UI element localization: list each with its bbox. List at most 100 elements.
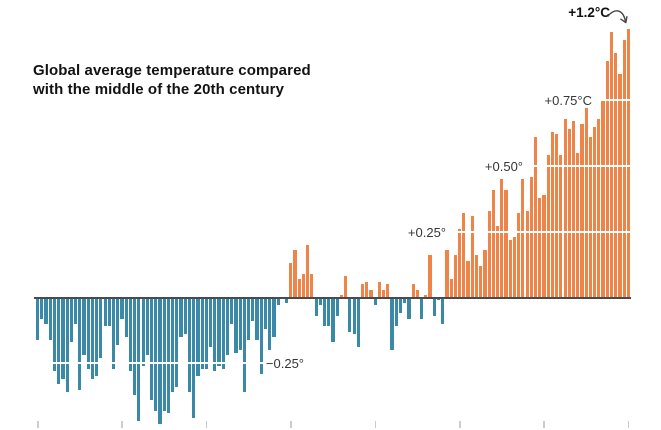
bar-1902 (128, 297, 133, 372)
x-axis-tick-2000 (543, 421, 545, 428)
bar-1990 (500, 179, 504, 298)
chart-title-line1: Global average temperature compared (33, 62, 311, 79)
bar-1974 (432, 297, 436, 316)
annotation-arrow-icon (607, 10, 628, 24)
bar-1920 (204, 297, 208, 369)
gridline-label--0.25: −0.25° (265, 356, 304, 371)
bar-1922 (213, 297, 217, 372)
bar-1901 (124, 297, 128, 337)
bar-1926 (230, 297, 234, 324)
bar-1994 (517, 213, 521, 298)
bar-1898 (111, 297, 116, 369)
bar-1928 (238, 297, 242, 351)
bar-1923 (217, 297, 221, 366)
bar-1969 (411, 284, 415, 298)
bar-1944 (306, 244, 310, 298)
bar-1911 (166, 297, 170, 414)
bar-1897 (107, 297, 111, 327)
bar-1972 (424, 294, 428, 298)
bar-1971 (420, 297, 424, 319)
bar-1940 (289, 263, 293, 298)
x-axis-tick-2020 (627, 421, 630, 428)
bar-2009 (580, 123, 584, 298)
bar-1991 (504, 189, 508, 298)
bar-1978 (449, 279, 453, 298)
bar-1984 (474, 255, 479, 298)
bar-1919 (200, 297, 204, 369)
bar-1909 (158, 297, 162, 424)
bar-1891 (82, 297, 86, 356)
bar-1961 (377, 281, 381, 298)
bar-1980 (458, 229, 462, 298)
bar-2006 (567, 129, 571, 298)
peak-annotation: +1.2°C (568, 5, 610, 20)
bar-1958 (365, 281, 369, 298)
gridline-label-0.75: +0.75°C (544, 93, 592, 108)
bar-1892 (86, 297, 90, 369)
bar-1942 (297, 279, 301, 298)
bar-1937 (276, 297, 280, 306)
bar-1914 (179, 297, 183, 337)
bar-1983 (470, 215, 474, 298)
bar-1890 (78, 297, 82, 390)
bar-1931 (251, 297, 255, 322)
bar-1975 (436, 297, 441, 301)
bar-1884 (52, 297, 57, 372)
bar-1964 (390, 297, 394, 351)
bar-1910 (162, 297, 166, 411)
gridline-0.5 (33, 165, 631, 167)
x-axis-tick-1940 (290, 421, 292, 428)
bar-1962 (382, 289, 386, 298)
bar-1906 (145, 297, 149, 356)
bar-2004 (559, 155, 563, 298)
bar-1986 (483, 250, 487, 298)
bar-1915 (183, 297, 187, 335)
bar-1927 (234, 297, 238, 353)
bar-2011 (588, 137, 592, 298)
bar-1966 (398, 297, 403, 314)
bar-1885 (57, 297, 61, 385)
bar-1936 (272, 297, 276, 337)
bar-1963 (386, 284, 390, 298)
bar-1985 (479, 265, 483, 298)
bar-1977 (445, 250, 449, 298)
bar-1976 (441, 297, 445, 324)
bar-1930 (247, 297, 251, 340)
gridline-label-0.25: +0.25° (407, 225, 446, 240)
bar-1907 (149, 297, 154, 401)
bar-1912 (171, 297, 175, 393)
bar-2017 (614, 52, 618, 298)
bar-1903 (133, 297, 137, 395)
bar-1881 (40, 297, 44, 319)
bar-1959 (369, 289, 373, 298)
bar-2001 (546, 155, 550, 298)
bar-1997 (529, 176, 533, 298)
gridline-0.25 (33, 230, 631, 233)
bar-1934 (263, 297, 268, 330)
bar-1894 (95, 297, 99, 377)
bar-1935 (268, 297, 272, 351)
bar-2014 (601, 100, 605, 298)
bar-1945 (310, 273, 314, 298)
bar-1932 (255, 297, 259, 340)
bar-2003 (555, 134, 559, 298)
bar-2005 (563, 118, 567, 298)
bar-2002 (550, 131, 555, 298)
bar-1933 (259, 297, 263, 374)
bar-1917 (192, 297, 196, 419)
bar-1973 (428, 255, 432, 298)
bar-1996 (525, 210, 529, 298)
bar-1916 (187, 297, 192, 393)
bar-2000 (542, 194, 546, 298)
bar-1970 (415, 289, 419, 298)
bar-2019 (622, 39, 626, 298)
bar-1995 (521, 179, 525, 298)
bar-1957 (360, 284, 365, 298)
bar-2007 (571, 121, 576, 298)
bar-1948 (322, 297, 327, 327)
zero-baseline (34, 296, 631, 299)
bar-1987 (487, 210, 491, 298)
bar-1992 (508, 239, 512, 298)
bar-1956 (356, 297, 360, 348)
